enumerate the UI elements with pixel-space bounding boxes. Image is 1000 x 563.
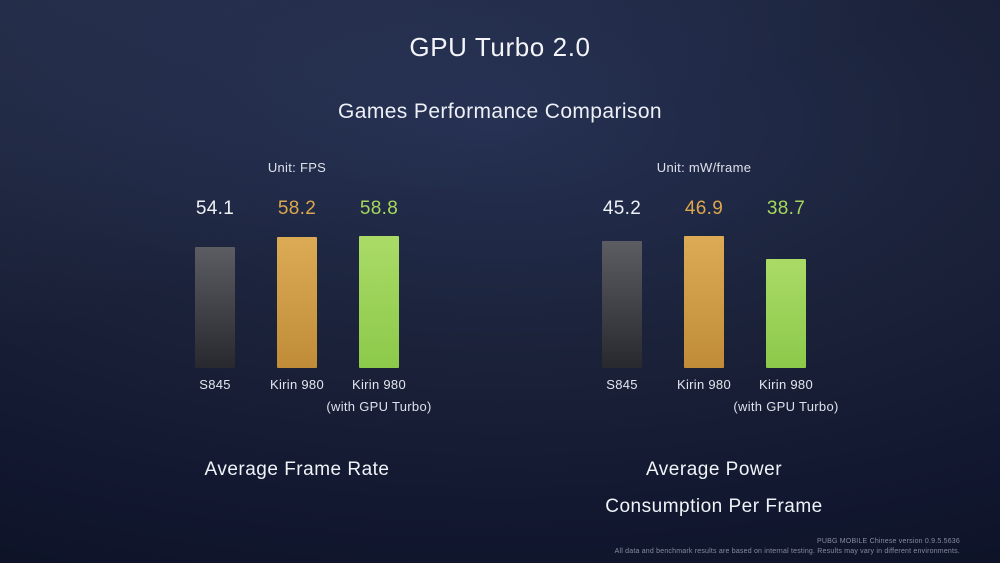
bar-cell — [745, 236, 827, 368]
category-labels-row: S845 Kirin 980 Kirin 980 — [107, 377, 487, 392]
value-label-kirin980: 46.9 — [684, 198, 724, 219]
chart-average-frame-rate: Unit: FPS 54.1 58.2 58.8 S845 Kirin 980 … — [107, 160, 487, 488]
bar-s845 — [602, 241, 642, 368]
value-label-kirin980-turbo: 38.7 — [766, 198, 806, 219]
bar-cell — [581, 236, 663, 368]
bar-kirin980-turbo — [766, 259, 806, 368]
category-label-s845: S845 — [606, 377, 638, 392]
category-labels-row: S845 Kirin 980 Kirin 980 — [514, 377, 894, 392]
bar-sublabel-gpu-turbo: (with GPU Turbo) — [733, 399, 839, 414]
value-label-kirin980-turbo: 58.8 — [359, 198, 399, 219]
value-label-s845: 54.1 — [195, 198, 235, 219]
value-label-kirin980: 58.2 — [277, 198, 317, 219]
bar-kirin980 — [684, 236, 724, 368]
unit-label-mw-frame: Unit: mW/frame — [656, 160, 752, 175]
bars-row — [514, 236, 894, 368]
bar-s845 — [195, 247, 235, 368]
slide-subtitle: Games Performance Comparison — [338, 100, 662, 123]
value-labels-row: 45.2 46.9 38.7 — [514, 198, 894, 220]
bar-cell — [256, 236, 338, 368]
chart-title-line2: Consumption Per Frame — [605, 496, 823, 517]
category-label-kirin980: Kirin 980 — [676, 377, 731, 392]
sublabel-row: (with GPU Turbo) — [107, 399, 487, 415]
value-labels-row: 54.1 58.2 58.8 — [107, 198, 487, 220]
bar-cell — [663, 236, 745, 368]
chart-title-frame-rate: Average Frame Rate — [204, 459, 390, 480]
bar-cell — [338, 236, 420, 368]
bar-kirin980-turbo — [359, 236, 399, 368]
footer-note: PUBG MOBILE Chinese version 0.9.5.5636 A… — [615, 537, 960, 557]
footer-line1: PUBG MOBILE Chinese version 0.9.5.5636 — [816, 538, 960, 545]
bar-kirin980 — [277, 237, 317, 368]
bars-row — [107, 236, 487, 368]
footer-line2: All data and benchmark results are based… — [614, 548, 960, 555]
unit-label-fps: Unit: FPS — [267, 160, 327, 175]
category-label-kirin980: Kirin 980 — [269, 377, 324, 392]
category-label-kirin980-turbo: Kirin 980 — [351, 377, 406, 392]
chart-title-power-consumption: Average Power Consumption Per Frame — [534, 451, 894, 525]
chart-power-consumption: Unit: mW/frame 45.2 46.9 38.7 S845 Kirin… — [514, 160, 894, 525]
chart-title-line1: Average Power — [645, 459, 783, 480]
category-label-s845: S845 — [199, 377, 231, 392]
bar-sublabel-gpu-turbo: (with GPU Turbo) — [326, 399, 432, 414]
value-label-s845: 45.2 — [602, 198, 642, 219]
category-label-kirin980-turbo: Kirin 980 — [758, 377, 813, 392]
slide-title: GPU Turbo 2.0 — [409, 32, 591, 62]
sublabel-row: (with GPU Turbo) — [514, 399, 894, 415]
bar-cell — [174, 236, 256, 368]
